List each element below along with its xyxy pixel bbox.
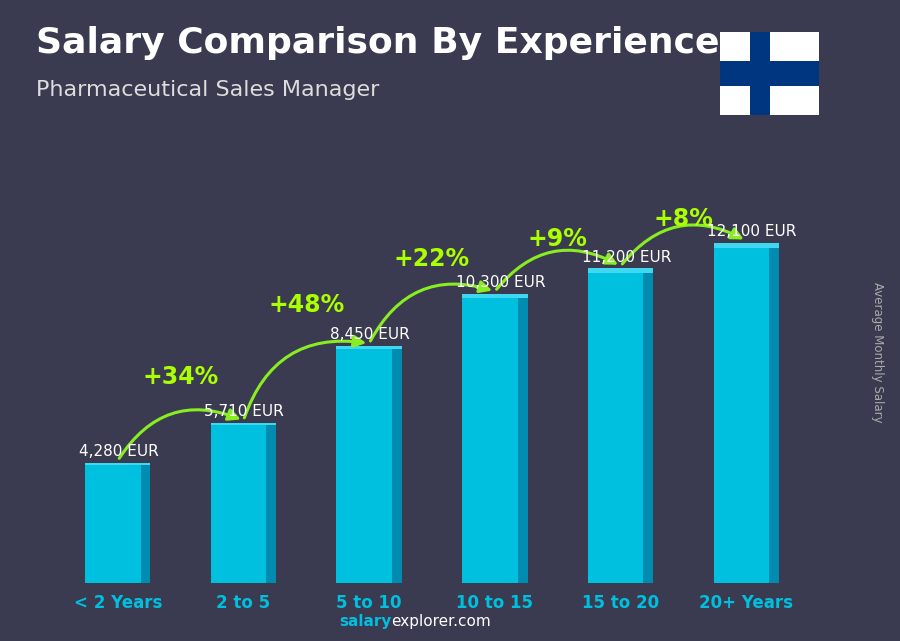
Text: Salary Comparison By Experience: Salary Comparison By Experience [36, 26, 719, 60]
Bar [588, 269, 653, 583]
Bar [588, 269, 653, 273]
Bar [463, 294, 527, 583]
Bar [85, 463, 150, 583]
Bar [644, 269, 653, 583]
Bar [714, 243, 779, 583]
Text: +34%: +34% [142, 365, 219, 389]
Text: Pharmaceutical Sales Manager: Pharmaceutical Sales Manager [36, 80, 380, 100]
Text: 8,450 EUR: 8,450 EUR [330, 327, 410, 342]
Bar [85, 463, 150, 465]
Text: +8%: +8% [653, 207, 714, 231]
Bar [211, 422, 276, 583]
Bar [392, 345, 401, 583]
Bar [518, 294, 527, 583]
Bar [751, 32, 770, 115]
Bar [337, 345, 401, 349]
Text: 10,300 EUR: 10,300 EUR [456, 275, 545, 290]
Text: 4,280 EUR: 4,280 EUR [78, 444, 158, 460]
Text: salary: salary [339, 615, 392, 629]
Text: 5,710 EUR: 5,710 EUR [204, 404, 284, 419]
Bar [211, 422, 276, 425]
Text: +9%: +9% [527, 227, 588, 251]
Bar [770, 243, 779, 583]
Text: explorer.com: explorer.com [392, 615, 491, 629]
Text: +22%: +22% [394, 247, 470, 271]
Text: 12,100 EUR: 12,100 EUR [707, 224, 796, 239]
Bar [463, 294, 527, 298]
Bar [714, 243, 779, 248]
Text: +48%: +48% [268, 294, 345, 317]
Bar [720, 62, 819, 87]
Bar [266, 422, 276, 583]
Text: 11,200 EUR: 11,200 EUR [581, 250, 671, 265]
Bar [337, 345, 401, 583]
Text: Average Monthly Salary: Average Monthly Salary [871, 282, 884, 423]
Bar [140, 463, 150, 583]
